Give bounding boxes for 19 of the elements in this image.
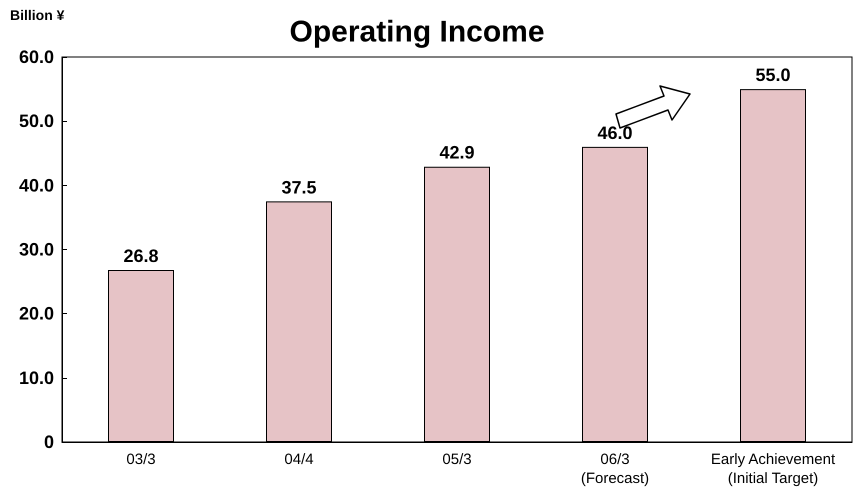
y-tick-label: 60.0 bbox=[18, 47, 54, 67]
x-tick-label: Early Achievement (Initial Target) bbox=[710, 451, 836, 487]
data-label: 37.5 bbox=[281, 177, 317, 198]
x-tick-label: 04/4 bbox=[284, 451, 314, 468]
data-label: 42.9 bbox=[439, 142, 475, 163]
y-tick-label: 10.0 bbox=[18, 368, 54, 388]
x-tick-label: 05/3 bbox=[442, 451, 472, 468]
y-tick-label: 50.0 bbox=[18, 111, 54, 132]
data-label: 55.0 bbox=[755, 65, 791, 86]
data-label: 46.0 bbox=[597, 122, 633, 143]
y-tick-label: 40.0 bbox=[18, 175, 54, 196]
y-axis-title: Billion ¥ bbox=[10, 7, 65, 23]
y-tick-label: 20.0 bbox=[18, 304, 54, 324]
y-tick-label: 30.0 bbox=[18, 240, 54, 260]
data-label: 26.8 bbox=[123, 246, 159, 266]
chart-title: Operating Income bbox=[289, 16, 545, 48]
x-tick-label: 06/3 (Forecast) bbox=[580, 451, 650, 487]
x-tick-label: 03/3 bbox=[126, 451, 156, 468]
y-tick-label: 0 bbox=[44, 432, 54, 452]
